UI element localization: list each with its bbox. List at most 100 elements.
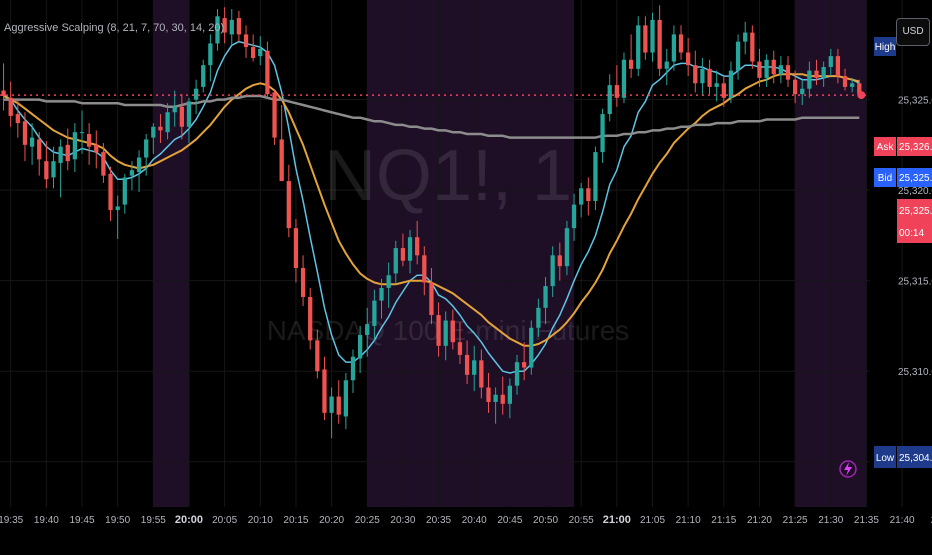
candle[interactable] [650,12,655,62]
candle[interactable] [664,48,669,86]
candle[interactable] [222,7,227,44]
candle[interactable] [87,123,92,165]
candle[interactable] [514,354,520,395]
candle[interactable] [607,74,612,122]
candle[interactable] [300,255,306,307]
candle[interactable] [29,123,35,165]
candle[interactable] [136,150,142,192]
candle[interactable] [400,233,406,267]
candle[interactable] [579,182,584,218]
candle[interactable] [714,70,719,102]
candle[interactable] [193,79,199,115]
candle[interactable] [835,48,841,84]
candle[interactable] [671,25,677,71]
candle[interactable] [700,57,705,96]
candle[interactable] [129,161,135,191]
candle[interactable] [614,65,619,107]
candle[interactable] [643,16,648,60]
candle[interactable] [564,220,570,276]
candle[interactable] [165,103,170,140]
candle[interactable] [108,166,113,221]
candle[interactable] [15,99,20,138]
candle[interactable] [600,108,605,163]
candle[interactable] [429,267,434,325]
candle[interactable] [407,229,413,274]
candle[interactable] [778,56,783,84]
indicator-legend[interactable]: Aggressive Scalping (8, 21, 7, 70, 30, 1… [4,22,225,34]
candle[interactable] [686,38,691,77]
candle[interactable] [236,10,242,42]
candle[interactable] [272,90,277,145]
candle[interactable] [693,50,698,93]
candle[interactable] [22,112,28,162]
candle[interactable] [58,139,63,198]
candle[interactable] [172,90,177,127]
candle[interactable] [457,322,463,364]
candle[interactable] [379,278,384,319]
candle[interactable] [436,302,441,357]
candle[interactable] [101,143,106,183]
candle[interactable] [365,307,370,357]
candle[interactable] [115,195,120,240]
candle[interactable] [507,378,513,419]
candle[interactable] [500,376,505,415]
candle[interactable] [757,48,762,87]
candle[interactable] [657,5,662,77]
candle[interactable] [764,54,769,87]
candle[interactable] [743,21,748,55]
candle[interactable] [251,34,256,62]
candle[interactable] [586,177,591,216]
candle[interactable] [543,277,548,325]
candle[interactable] [44,141,49,189]
candle[interactable] [315,329,320,379]
candle[interactable] [529,320,534,375]
candle[interactable] [158,114,163,144]
candle[interactable] [557,242,562,281]
candle[interactable] [308,287,313,350]
candle[interactable] [814,59,819,86]
candle[interactable] [329,387,334,439]
candle[interactable] [94,130,99,169]
candle[interactable] [122,173,127,214]
candle[interactable] [79,110,85,154]
candle[interactable] [450,309,455,350]
candle[interactable] [750,25,755,69]
candle[interactable] [571,193,577,241]
candle[interactable] [258,36,263,66]
candle[interactable] [286,164,291,238]
candle[interactable] [536,298,541,337]
time-axis[interactable]: 19:35 19:40 19:45 19:50 19:55 20:00 20:05 20:10… [0,514,932,526]
candle[interactable] [771,50,776,84]
candle[interactable] [707,59,712,95]
candle[interactable] [593,146,598,211]
candle[interactable] [215,9,220,51]
candle[interactable] [522,342,527,381]
candle[interactable] [343,373,348,430]
lightning-icon[interactable] [839,460,857,478]
candle[interactable] [293,219,299,283]
candle[interactable] [72,123,78,173]
candle[interactable] [229,9,234,46]
candle[interactable] [821,61,826,87]
candle[interactable] [372,289,377,341]
candle[interactable] [357,325,363,374]
candle[interactable] [678,25,684,60]
candle[interactable] [785,56,791,87]
candle[interactable] [807,61,812,98]
currency-button[interactable]: USD [896,18,930,46]
candle[interactable] [201,59,206,93]
candle[interactable] [728,61,734,104]
candle[interactable] [621,52,627,104]
candle[interactable] [8,81,13,127]
candle[interactable] [208,34,213,82]
candle[interactable] [336,380,341,424]
candle[interactable] [179,94,184,140]
candle[interactable] [464,340,470,384]
candle[interactable] [1,63,6,111]
candle[interactable] [322,356,327,421]
candle[interactable] [151,123,156,154]
candle[interactable] [486,373,491,413]
candle[interactable] [265,41,270,98]
candle[interactable] [842,68,848,91]
